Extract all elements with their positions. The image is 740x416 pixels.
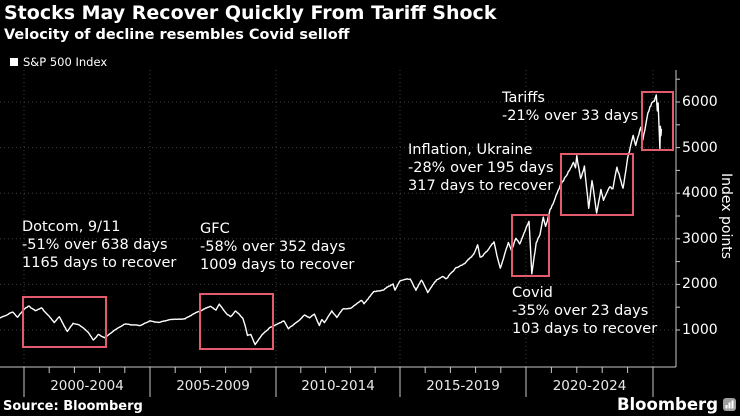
chart-subtitle: Velocity of decline resembles Covid sell…: [4, 27, 350, 43]
chart-title: Stocks May Recover Quickly From Tariff S…: [4, 2, 497, 24]
y-tick-label: 1000: [682, 322, 718, 338]
annotation-line: Inflation, Ukraine: [408, 142, 533, 158]
axes: [0, 70, 680, 397]
annotation-line: GFC: [200, 221, 230, 237]
x-tick-label: 2020-2024: [552, 378, 627, 394]
annotation-line: 317 days to recover: [408, 178, 554, 194]
annotation-tariffs: Tariffs -21% over 33 days: [502, 89, 638, 125]
y-tick-label: 4000: [682, 185, 718, 202]
highlight-box-tariffs: [641, 91, 674, 151]
highlight-box-gfc: [199, 293, 274, 350]
bloomberg-chart-icon: [723, 398, 736, 411]
annotation-inflation-ukraine: Inflation, Ukraine -28% over 195 days 31…: [408, 141, 554, 195]
annotation-line: -35% over 23 days: [512, 303, 649, 319]
y-tick-label: 3000: [682, 230, 718, 247]
x-tick-label: 2005-2009: [176, 378, 250, 394]
annotation-line: Covid: [512, 285, 553, 301]
highlight-box-dotcom-9-11: [22, 296, 107, 348]
price-line: [0, 94, 663, 346]
highlight-box-inflation-ukraine: [560, 153, 634, 216]
annotation-line: Tariffs: [502, 90, 545, 106]
y-tick-label: 2000: [682, 276, 718, 293]
annotation-line: 1009 days to recover: [200, 257, 355, 273]
y-tick-label: 5000: [682, 139, 718, 156]
annotation-line: Dotcom, 9/11: [22, 219, 121, 235]
bloomberg-logo: Bloomberg: [617, 395, 736, 414]
annotation-line: -58% over 352 days: [200, 239, 346, 255]
y-tick-label: 6000: [682, 94, 718, 110]
gridlines: [0, 70, 676, 367]
annotation-covid: Covid -35% over 23 days 103 days to reco…: [512, 284, 657, 338]
x-tick-label: 2015-2019: [426, 378, 500, 394]
y-axis-title: Index points: [718, 173, 734, 259]
bloomberg-wordmark: Bloomberg: [616, 395, 718, 414]
legend-swatch-icon: [10, 58, 18, 66]
highlight-box-covid: [511, 214, 550, 277]
annotation-line: 103 days to recover: [512, 321, 658, 337]
annotation-line: -51% over 638 days: [22, 237, 168, 253]
source-credit: Source: Bloomberg: [3, 399, 143, 414]
annotation-line: 1165 days to recover: [22, 255, 177, 271]
annotation-dotcom: Dotcom, 9/11 -51% over 638 days 1165 day…: [22, 218, 176, 272]
legend: S&P 500 Index: [10, 55, 107, 69]
x-tick-label: 2010-2014: [301, 378, 375, 394]
annotation-gfc: GFC -58% over 352 days 1009 days to reco…: [200, 220, 354, 274]
x-tick-label: 2000-2004: [50, 378, 124, 394]
annotation-line: -28% over 195 days: [408, 160, 554, 176]
legend-label: S&P 500 Index: [23, 55, 108, 69]
annotation-line: -21% over 33 days: [502, 108, 639, 124]
